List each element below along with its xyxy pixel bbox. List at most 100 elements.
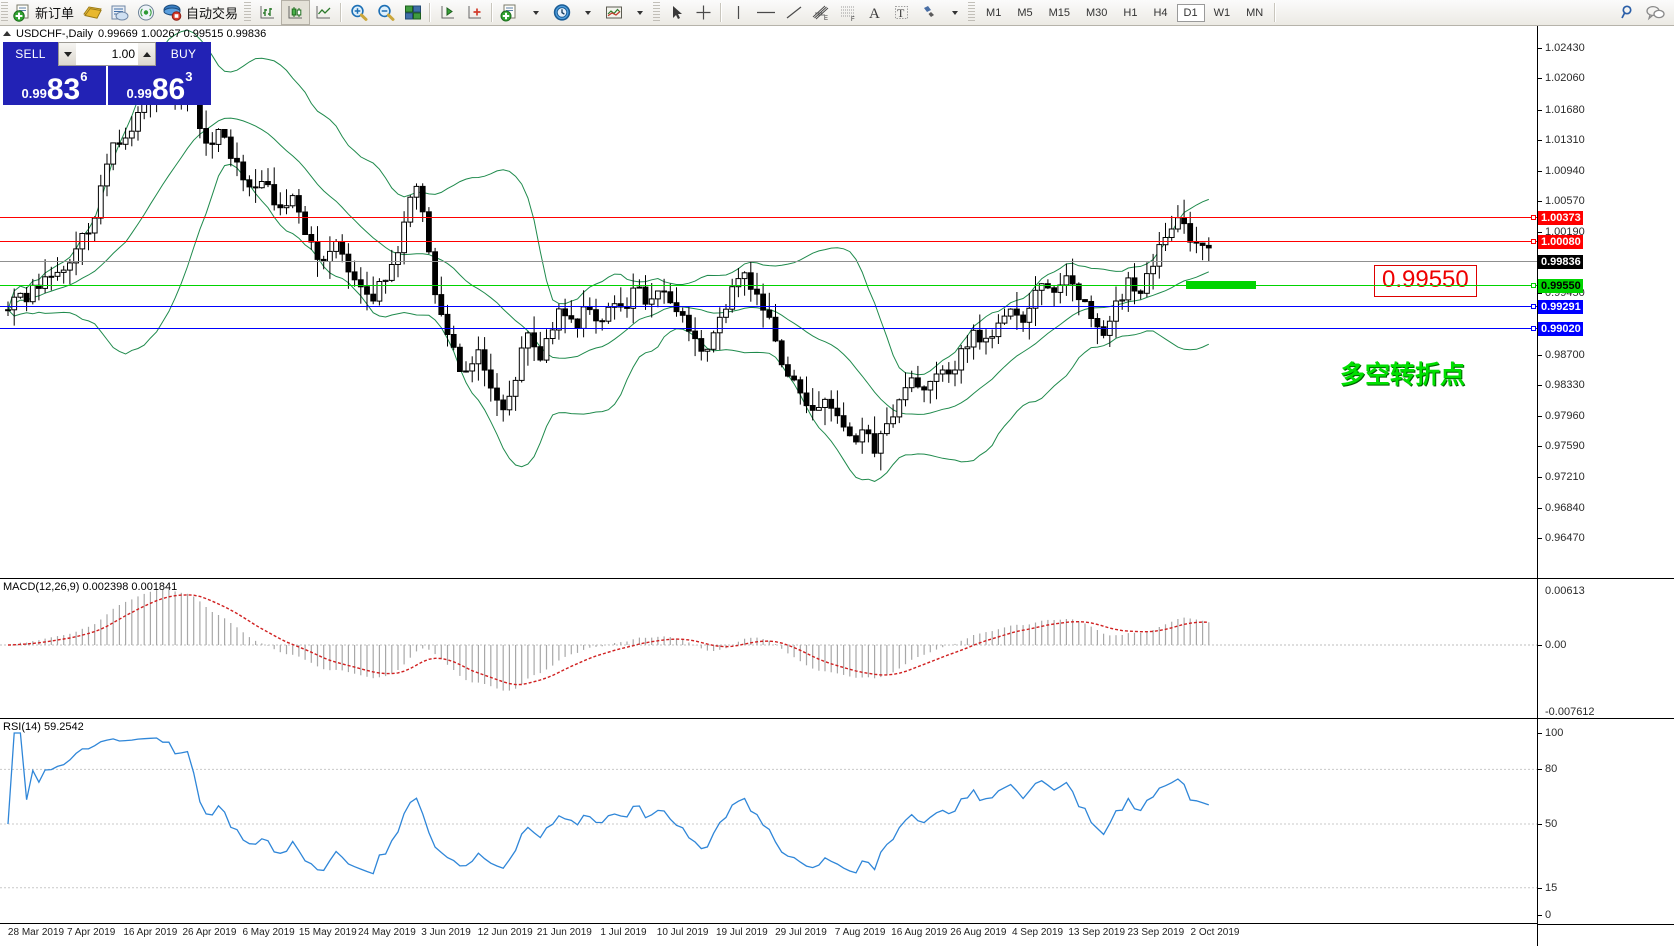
level-handle[interactable] (1531, 326, 1536, 332)
template-dropdown[interactable] (627, 1, 652, 24)
period-button[interactable] (548, 1, 575, 24)
level-handle[interactable] (1531, 304, 1536, 310)
date-tick: 24 May 2019 (357, 927, 416, 938)
level-handle[interactable] (1531, 215, 1536, 221)
toolbar-grip-3[interactable] (653, 2, 661, 23)
add-indicator-dropdown[interactable] (523, 1, 548, 24)
crosshair-button[interactable] (690, 1, 717, 24)
trendline-button[interactable] (780, 1, 807, 24)
timeframe-m15[interactable]: M15 (1048, 6, 1070, 19)
signals-button[interactable] (133, 1, 160, 24)
date-axis[interactable]: 28 Mar 2019 7 Apr 2019 16 Apr 2019 26 Apr 2… (0, 923, 1537, 946)
autotrading-button[interactable]: 自动交易 (160, 1, 243, 24)
cursor-button[interactable] (663, 1, 690, 24)
buy-price[interactable]: 0.99 86 3 (108, 66, 211, 105)
zoom-out-button[interactable] (372, 1, 399, 24)
add-indicator-button[interactable] (496, 1, 523, 24)
date-tick: 28 Mar 2019 (7, 927, 65, 938)
price-level-label-support[interactable]: 0.99291 (1538, 300, 1583, 315)
svg-text:E: E (824, 16, 828, 22)
toolbar-separator-3 (491, 3, 494, 22)
macd-label: MACD(12,26,9) 0.002398 0.001841 (3, 581, 178, 593)
rsi-axis[interactable]: 100 80 50 15 0 (1537, 718, 1674, 924)
price-level-label-pivot[interactable]: 0.99550 (1538, 278, 1583, 293)
equidistant-channel-button[interactable]: E (807, 1, 834, 24)
text-button[interactable]: A (861, 1, 888, 24)
level-line-resistance[interactable] (0, 217, 1537, 219)
timeframe-d1[interactable]: D1 (1176, 3, 1205, 22)
fibonacci-button[interactable]: F (834, 1, 861, 24)
svg-text:A: A (869, 6, 880, 22)
price-tick: 1.02060 (1538, 73, 1585, 84)
toolbar-grip-4[interactable] (968, 2, 976, 23)
macd-axis[interactable]: 0.00613 0.00 -0.007612 (1537, 578, 1674, 718)
macd-pane[interactable]: MACD(12,26,9) 0.002398 0.001841 (0, 578, 1537, 718)
period-dropdown[interactable] (575, 1, 600, 24)
date-tick: 6 May 2019 (242, 927, 295, 938)
price-tick: 0.96470 (1538, 533, 1585, 544)
price-level-label-resistance[interactable]: 1.00373 (1538, 211, 1583, 226)
search-button[interactable] (1614, 1, 1641, 24)
timeframe-mn[interactable]: MN (1246, 6, 1264, 19)
price-axis[interactable]: 1.02430 1.02060 1.01680 1.01310 1.00940 1.005… (1537, 26, 1674, 578)
tile-windows-button[interactable] (399, 1, 426, 24)
vertical-line-button[interactable] (725, 1, 752, 24)
date-tick: 7 Aug 2019 (834, 927, 886, 938)
sell-price[interactable]: 0.99 83 6 (3, 66, 106, 105)
cloud-button[interactable] (106, 1, 133, 24)
equidistant-channel-icon: E (812, 5, 828, 22)
pivot-zone-highlight[interactable] (1186, 280, 1256, 289)
volume-decrease-button[interactable] (59, 43, 76, 65)
toolbar-grip[interactable] (1, 2, 8, 23)
level-handle[interactable] (1531, 282, 1536, 288)
text-icon: A (869, 6, 880, 22)
line-chart-button[interactable] (310, 1, 337, 24)
text-label-button[interactable]: T (888, 1, 915, 24)
candlestick-chart-button[interactable] (281, 0, 311, 25)
level-handle[interactable] (1531, 239, 1536, 245)
price-tick: 1.00940 (1538, 165, 1585, 177)
timeframe-m1[interactable]: M1 (986, 6, 1002, 19)
volume-stepper[interactable] (58, 42, 156, 66)
template-button[interactable] (600, 1, 627, 24)
zoom-in-button[interactable] (345, 1, 372, 24)
buy-button[interactable]: BUY (156, 42, 211, 66)
sell-button[interactable]: SELL (3, 42, 58, 66)
toolbar-separator (340, 3, 343, 22)
new-order-button[interactable]: 新订单 (11, 1, 79, 24)
auto-scroll-button[interactable] (461, 1, 488, 24)
price-level-label-support[interactable]: 0.99020 (1538, 322, 1583, 337)
level-line-support[interactable] (0, 328, 1537, 330)
timeframe-m30[interactable]: M30 (1086, 6, 1108, 19)
shapes-dropdown[interactable] (942, 1, 967, 24)
date-tick: 19 Jul 2019 (715, 927, 768, 938)
shapes-button[interactable] (915, 1, 942, 24)
timeframe-m5[interactable]: M5 (1017, 6, 1033, 19)
date-tick: 12 Jun 2019 (477, 927, 533, 938)
chat-button[interactable] (1641, 1, 1668, 24)
horizontal-line-button[interactable] (752, 1, 780, 24)
shift-end-button[interactable] (434, 1, 461, 24)
collapse-triangle-icon[interactable] (3, 31, 11, 36)
timeframe-h1[interactable]: H1 (1123, 6, 1138, 19)
timeframe-w1[interactable]: W1 (1213, 6, 1231, 19)
volume-input[interactable] (76, 43, 138, 65)
level-line-resistance[interactable] (0, 241, 1537, 243)
chart-data-button[interactable] (79, 1, 106, 24)
date-tick: 1 Jul 2019 (600, 927, 647, 938)
price-level-label-last-price[interactable]: 0.99836 (1538, 255, 1583, 270)
price-chart-pane[interactable] (0, 26, 1537, 578)
timeframe-h4[interactable]: H4 (1153, 6, 1168, 19)
level-line-pivot[interactable] (0, 284, 1537, 286)
toolbar-grip-2[interactable] (244, 2, 252, 23)
volume-increase-button[interactable] (138, 43, 155, 65)
level-line-last-price[interactable] (0, 261, 1537, 263)
bar-chart-icon (260, 6, 274, 19)
price-level-label-resistance[interactable]: 1.00080 (1538, 235, 1583, 250)
rsi-pane[interactable]: RSI(14) 59.2542 (0, 718, 1537, 924)
bar-chart-button[interactable] (254, 1, 281, 24)
chart-scrollbar[interactable] (1537, 924, 1674, 946)
level-line-support[interactable] (0, 306, 1537, 308)
